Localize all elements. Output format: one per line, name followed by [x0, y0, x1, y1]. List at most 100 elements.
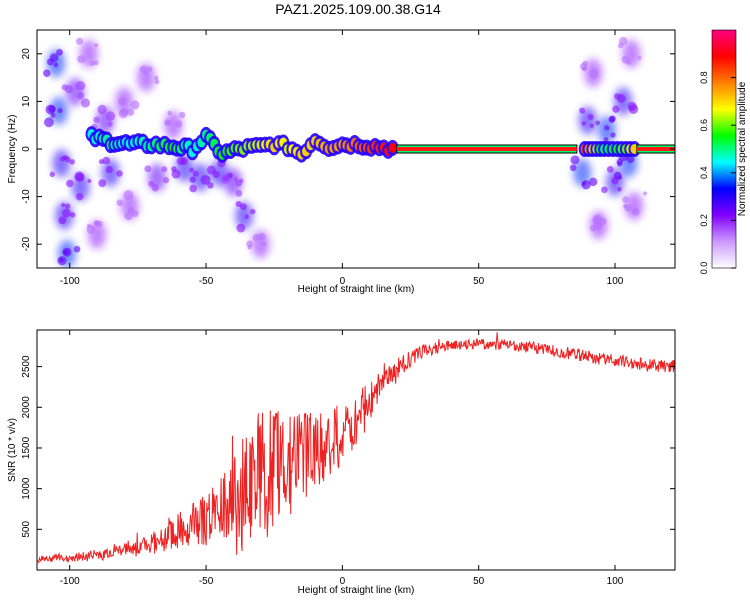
spectrogram-speck: [622, 196, 630, 204]
spectrogram-speck: [116, 199, 124, 207]
spectrogram-speck: [626, 155, 635, 164]
spectrogram-speck: [48, 105, 56, 113]
spectrogram-speck: [144, 165, 152, 173]
spectrogram-speck: [75, 80, 86, 91]
snr-x-tick-label: -100: [60, 576, 80, 587]
spectrogram-speck: [626, 60, 632, 65]
spectrogram-speck: [66, 179, 74, 188]
snr-y-tick-label: 2500: [21, 355, 32, 378]
snr-y-tick-label: 1000: [21, 477, 32, 500]
spectrogram-x-tick-label: 100: [607, 276, 624, 287]
spectrogram-speck: [75, 37, 84, 45]
spectrogram-speck: [610, 132, 616, 138]
spectrogram-ridge-peak: [636, 147, 675, 151]
spectrogram-speck: [258, 233, 266, 241]
colorbar-ticks: 0.0 0.2 0.4 0.6 0.8: [699, 71, 736, 274]
spectrogram-speck: [582, 66, 587, 71]
spectrogram-speck: [139, 65, 148, 74]
spectrogram-speck: [154, 79, 160, 85]
spectrogram-speck: [604, 125, 610, 131]
spectrogram-marks: [43, 36, 675, 268]
spectrogram-speck: [570, 155, 580, 165]
spectrogram-speck: [235, 190, 243, 197]
spectrogram-speck: [588, 177, 598, 187]
snr-frame: [36, 329, 676, 571]
spectrogram-speck: [93, 60, 99, 66]
spectrogram-speck: [57, 256, 67, 266]
spectrogram-speck: [130, 100, 140, 110]
spectrogram-speck: [613, 171, 622, 180]
spectrogram-speck: [124, 211, 133, 221]
spectrogram-speck: [593, 214, 603, 224]
snr-y-axis: 500 1000 1500 2000 2500: [21, 355, 675, 538]
colorbar-ramp: [711, 29, 737, 269]
spectrogram-speck: [126, 108, 135, 116]
spectrogram-speck: [75, 192, 84, 201]
spectrogram-speck: [589, 224, 597, 232]
spectrogram-speck: [582, 60, 589, 67]
spectrogram-speck: [123, 190, 134, 200]
spectrogram-speck: [62, 208, 71, 218]
spectrogram-speck: [75, 172, 85, 182]
snr-panel: -100 -50 0 50 100 500 1000 1500 2000 2500 Height…: [7, 329, 676, 596]
spectrogram-speck: [180, 157, 188, 165]
spectrogram-speck: [174, 120, 183, 128]
spectrogram-speck: [64, 203, 71, 209]
spectrogram-speck: [207, 182, 214, 189]
spectrogram-x-tick-label: -50: [199, 276, 214, 287]
spectrogram-blob: [235, 201, 254, 230]
spectrogram-speck: [246, 240, 253, 248]
spectrogram-speck: [131, 209, 139, 217]
spectrogram-speck: [609, 115, 616, 122]
snr-x-tick-label: 50: [473, 576, 485, 587]
spectrogram-speck: [102, 156, 111, 165]
spectrogram-speck: [151, 184, 159, 192]
spectrogram-speck: [97, 104, 107, 115]
spectrogram-speck: [250, 208, 256, 215]
spectrogram-speck: [206, 165, 216, 175]
spectrogram-speck: [60, 156, 66, 162]
figure-title: PAZ1.2025.109.00.38.G14: [275, 1, 441, 17]
colorbar: 0.0 0.2 0.4 0.6 0.8 Normalized spectral ampl…: [699, 29, 748, 274]
spectrogram-speck: [80, 98, 91, 108]
spectrogram-speck: [617, 42, 624, 49]
spectrogram-speck: [93, 116, 100, 124]
snr-y-label: SNR (10 * v/v): [7, 418, 18, 482]
spectrogram-speck: [43, 69, 51, 77]
spectrogram-speck: [89, 60, 96, 67]
spectrogram-speck: [244, 214, 249, 219]
spectrogram-speck: [581, 181, 586, 186]
spectrogram-x-tick-label: 0: [340, 276, 346, 287]
spectrogram-y-tick-label: 0: [21, 146, 32, 152]
spectrogram-speck: [236, 223, 246, 233]
spectrogram-speck: [61, 202, 66, 208]
spectrogram-speck: [233, 177, 238, 182]
spectrogram-speck: [162, 176, 170, 184]
spectrogram-speck: [261, 241, 267, 247]
spectrogram-speck: [98, 179, 107, 188]
colorbar-tick-label: 0.8: [699, 71, 709, 84]
spectrogram-y-tick-label: -20: [21, 237, 32, 252]
spectrogram-speck: [627, 101, 637, 111]
spectrogram-speck: [165, 120, 170, 125]
spectrogram-speck: [643, 191, 648, 196]
spectrogram-blob: [52, 149, 71, 178]
spectrogram-speck: [96, 220, 103, 228]
spectrogram-x-axis: -100 -50 0 50 100: [60, 30, 624, 287]
spectrogram-speck: [171, 166, 177, 172]
spectrogram-speck: [63, 249, 69, 255]
spectrogram-speck: [64, 85, 73, 94]
spectrogram-ridge-peak: [396, 147, 577, 151]
spectrogram-blob: [224, 168, 243, 197]
spectrogram-speck: [579, 107, 586, 114]
spectrogram-speck: [118, 108, 128, 119]
spectrogram-y-tick-label: -10: [21, 189, 32, 204]
spectrogram-speck: [581, 121, 586, 126]
spectrogram-speck: [57, 108, 63, 114]
spectrogram-speck: [105, 165, 113, 174]
spectrogram-x-tick-label: -100: [60, 276, 80, 287]
spectrogram-speck: [49, 171, 56, 178]
spectrogram-speck: [589, 123, 594, 128]
spectrogram-speck: [603, 137, 609, 142]
